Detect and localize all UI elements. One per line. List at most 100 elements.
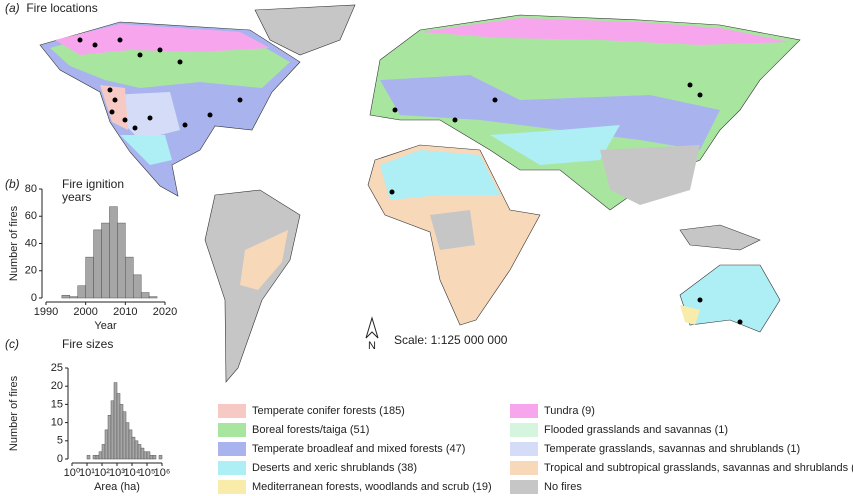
x-tick-label: 10² <box>94 467 110 479</box>
histogram-bar <box>131 436 136 460</box>
australia <box>679 264 781 333</box>
mediterranean-au <box>680 305 700 325</box>
y-tick-label: 20 <box>51 380 63 392</box>
histogram-bar <box>148 296 158 299</box>
fire-point <box>117 37 123 43</box>
y-axis-label: Number of fires <box>8 205 20 281</box>
fire-point <box>687 82 693 88</box>
histogram-bar <box>119 404 124 460</box>
fire-point <box>107 87 113 93</box>
histogram-bar <box>77 285 86 299</box>
histogram-bar <box>85 256 94 299</box>
y-tick-label: 20 <box>25 265 37 277</box>
histogram-bar <box>61 295 71 299</box>
fire-point <box>697 297 703 303</box>
histogram-bar <box>95 455 100 460</box>
greenland <box>254 4 356 56</box>
y-axis-label: Number of fires <box>8 375 20 451</box>
north-arrow: N <box>365 316 379 352</box>
panel-label: (b) <box>5 177 20 191</box>
fire-point <box>157 47 163 53</box>
legend-swatch <box>510 442 538 456</box>
fire-point <box>392 107 398 113</box>
tundra-eurasia <box>420 18 790 45</box>
cerrado <box>240 230 288 290</box>
y-tick-label: 0 <box>57 453 63 465</box>
plains-na <box>110 92 180 140</box>
y-tick-label: 10 <box>51 417 63 429</box>
histogram-bar <box>146 451 151 460</box>
histogram-bar <box>93 229 102 299</box>
histogram-bar <box>140 447 145 460</box>
x-tick-label: 1990 <box>34 306 58 318</box>
legend: Temperate conifer forests (185) Boreal fo… <box>218 404 853 494</box>
north-arrow-shape <box>365 316 379 339</box>
histogram-bar <box>113 382 118 460</box>
fire-point <box>207 112 213 118</box>
fire-point <box>492 97 498 103</box>
histogram-bar <box>140 292 150 299</box>
histogram-bar <box>125 422 130 460</box>
y-tick-label: 25 <box>51 362 63 374</box>
legend-label: Flooded grasslands and savannas (1) <box>544 424 728 436</box>
y-tick-label: 15 <box>51 398 63 410</box>
legend-label: Temperate broadleaf and mixed forests (4… <box>252 443 465 455</box>
fire-point <box>132 125 138 131</box>
y-tick-label: 0 <box>31 292 37 304</box>
histogram-bar <box>101 444 106 460</box>
congo <box>430 210 475 250</box>
broadleaf-eurasia <box>380 75 720 150</box>
histogram-bar <box>122 411 127 460</box>
y-tick-label: 80 <box>25 183 37 195</box>
histogram-bar <box>101 222 110 299</box>
legend-swatch <box>510 423 538 437</box>
legend-label: Tundra (9) <box>544 405 595 417</box>
x-tick-label: 2000 <box>73 306 97 318</box>
tundra-na <box>55 24 270 55</box>
sahara <box>380 150 500 200</box>
x-axis-label: Year <box>94 320 117 332</box>
fire-points <box>77 37 743 325</box>
legend-swatch <box>218 404 246 418</box>
fire-point <box>177 59 183 65</box>
x-tick-label: 10³ <box>109 467 125 479</box>
histogram-bar <box>133 274 142 299</box>
desert-na <box>120 135 172 165</box>
legend-swatch <box>218 480 246 494</box>
legend-swatch <box>218 423 246 437</box>
histogram-bar <box>137 444 142 460</box>
legend-label: Temperate conifer forests (185) <box>252 405 405 417</box>
histogram-bar <box>109 206 118 299</box>
fire-point <box>77 37 83 43</box>
histogram-bar <box>86 455 91 460</box>
legend-label: Tropical and subtropical grasslands, sav… <box>544 462 853 474</box>
histogram-bar <box>152 455 157 460</box>
south-asia <box>600 145 700 205</box>
x-tick-label: 10⁶ <box>154 467 171 479</box>
x-tick-label: 10⁵ <box>139 467 156 479</box>
fire-point <box>109 109 115 115</box>
conifer-na <box>100 85 128 130</box>
histogram-bar <box>143 451 148 460</box>
histogram-bar <box>92 455 97 460</box>
histogram-bar <box>149 455 154 460</box>
legend-label: Boreal forests/taiga (51) <box>252 424 369 436</box>
x-axis-label: Area (ha) <box>94 481 140 493</box>
x-tick-label: 10⁰ <box>64 467 81 479</box>
scale-label: Scale: 1:125 000 000 <box>394 333 508 347</box>
chart-title: Fire sizes <box>62 337 114 351</box>
fire-point <box>182 122 188 128</box>
fire-point <box>697 92 703 98</box>
histogram-bar <box>98 451 103 460</box>
fire-point <box>137 52 143 58</box>
x-tick-label: 10¹ <box>79 467 95 479</box>
legend-label: Deserts and xeric shrublands (38) <box>252 462 417 474</box>
histogram-bar <box>116 393 121 460</box>
x-tick-label: 2010 <box>113 306 137 318</box>
histogram-bar <box>128 429 133 460</box>
map-title: Fire locations <box>26 1 98 15</box>
legend-swatch <box>510 480 538 494</box>
fire-point <box>452 117 458 123</box>
chart-title: Fire ignition years <box>62 177 125 204</box>
fire-point <box>389 189 395 195</box>
